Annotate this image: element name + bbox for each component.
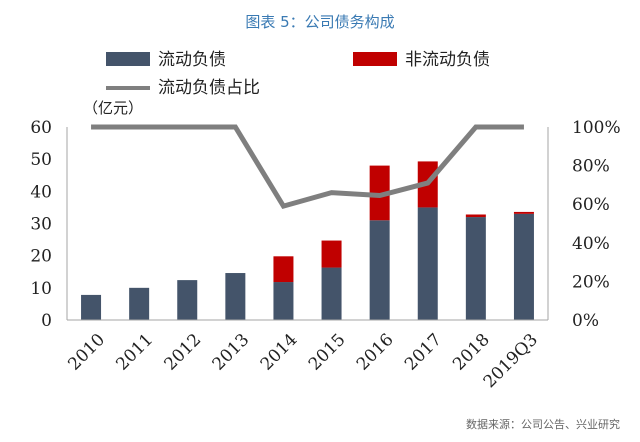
chart-title: 图表 5：公司债务构成 (245, 13, 394, 31)
bar-noncurrent-2018 (465, 214, 486, 218)
y-right-tick-label: 40% (572, 234, 610, 254)
bar-current-2015 (321, 267, 342, 320)
bar-noncurrent-2014 (273, 256, 294, 283)
legend-label-0: 流动负债 (158, 50, 226, 70)
bar-current-2013 (225, 273, 246, 320)
bar-current-2017 (417, 207, 438, 320)
bar-series (81, 161, 534, 320)
x-tick-label-2016: 2016 (353, 330, 398, 375)
y-right-tick-label: 100% (572, 118, 621, 138)
bar-noncurrent-2019Q3 (513, 211, 534, 214)
bar-current-2010 (81, 294, 102, 320)
x-tick-label-2014: 2014 (257, 330, 302, 375)
y-left-tick-label: 10 (30, 279, 52, 299)
x-tick-label-2013: 2013 (209, 330, 254, 375)
legend-swatch-2 (106, 86, 150, 90)
y-left-tick-label: 30 (30, 215, 52, 235)
bar-current-2011 (129, 287, 150, 320)
bar-current-2018 (465, 217, 486, 320)
x-tick-label-2011: 2011 (112, 330, 157, 375)
legend-swatch-1 (353, 52, 397, 66)
line-current-ratio (91, 124, 524, 210)
bar-current-2016 (369, 220, 390, 320)
y-left-tick-label: 20 (30, 247, 52, 267)
y-left-tick-label: 50 (30, 150, 52, 170)
x-tick-label-2017: 2017 (401, 330, 446, 375)
legend-label-2: 流动负债占比 (158, 78, 260, 98)
y-right-tick-label: 20% (572, 272, 610, 292)
bar-current-2012 (177, 280, 198, 320)
bar-noncurrent-2015 (321, 240, 342, 268)
unit-label: （亿元） (83, 99, 143, 117)
y-right-tick-label: 0% (572, 311, 599, 331)
x-tick-label-2012: 2012 (161, 330, 206, 375)
line-series (90, 124, 525, 210)
x-tick-label-2010: 2010 (64, 330, 109, 375)
x-tick-label-2018: 2018 (449, 330, 494, 375)
y-left-tick-label: 0 (41, 311, 52, 331)
y-left-tick-label: 60 (30, 118, 52, 138)
y-axis-right-ticks: 0% 20% 40% 60% 80% 100% (572, 118, 621, 331)
y-right-tick-label: 60% (572, 195, 610, 215)
legend-label-1: 非流动负债 (405, 50, 490, 70)
y-right-tick-label: 80% (572, 157, 610, 177)
source-note: 数据来源：公司公告、兴业研究 (466, 417, 620, 431)
bar-current-2014 (273, 282, 294, 320)
legend-swatch-0 (106, 52, 150, 66)
x-tick-label-2015: 2015 (305, 330, 350, 375)
bar-current-2019Q3 (513, 213, 534, 320)
y-left-tick-label: 40 (30, 182, 52, 202)
y-axis-left-ticks: 0 10 20 30 40 50 60 (30, 118, 52, 331)
